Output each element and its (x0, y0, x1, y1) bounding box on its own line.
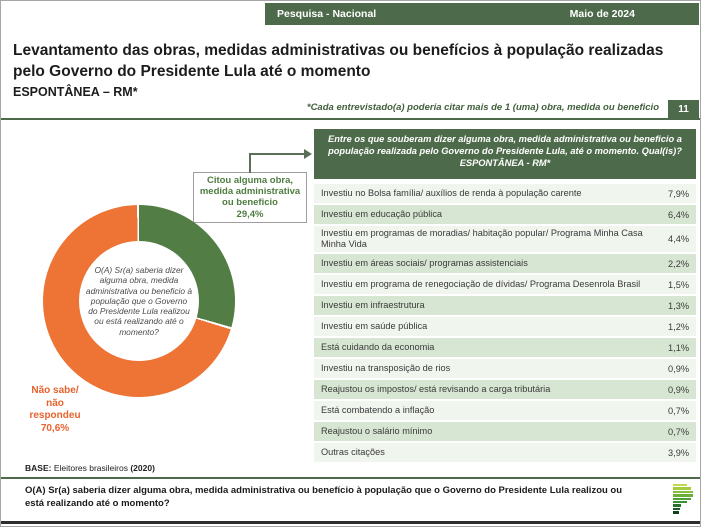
callout-label: Citou alguma obra, medida administrativa… (199, 175, 301, 209)
page-subtitle: ESPONTÂNEA – RM* (13, 84, 138, 99)
base-note-text: Eleitores brasileiros (51, 463, 131, 473)
table-row: Está combatendo a inflação 0,7% (314, 401, 696, 421)
logo-bar (673, 484, 687, 487)
top-divider-line (1, 118, 700, 120)
table-row-value: 1,3% (668, 300, 689, 311)
callout-arrow-vertical (249, 153, 251, 173)
table-row-value: 7,9% (668, 188, 689, 199)
table-row: Reajustou os impostos/ está revisando a … (314, 380, 696, 400)
table-header-subtitle: ESPONTÂNEA - RM* (459, 158, 551, 169)
logo-bar (673, 507, 680, 511)
table-row-label: Está cuidando da economia (321, 342, 435, 353)
table-row: Investiu em educação pública 6,4% (314, 205, 696, 224)
table-row: Reajustou o salário mínimo 0,7% (314, 422, 696, 442)
table-row-label: Investiu em saúde pública (321, 321, 428, 332)
survey-date-label: Maio de 2024 (569, 8, 635, 20)
logo-bar (673, 500, 687, 504)
no-answer-value: 70,6% (40, 422, 70, 434)
table-row-label: Está combatendo a inflação (321, 405, 435, 416)
top-header-bar: Pesquisa - Nacional Maio de 2024 (265, 3, 699, 25)
table-row-label: Investiu na transposição de rios (321, 363, 451, 374)
table-row-value: 3,9% (668, 447, 689, 458)
survey-type-label: Pesquisa - Nacional (277, 8, 377, 20)
table-row: Está cuidando da economia 1,1% (314, 338, 696, 358)
logo-bar (673, 487, 691, 490)
table-row-value: 6,4% (668, 209, 689, 220)
table-row: Investiu em programa de renegociação de … (314, 275, 696, 295)
base-note-year: (2020) (130, 463, 155, 473)
logo-bar (673, 511, 679, 514)
table-row: Investiu em saúde pública 1,2% (314, 317, 696, 337)
table-header: Entre os que souberam dizer alguma obra,… (314, 129, 696, 179)
table-row-value: 1,2% (668, 321, 689, 332)
table-row: Investiu na transposição de rios 0,9% (314, 359, 696, 379)
logo-bar (673, 490, 693, 494)
logo-bar (673, 497, 691, 500)
parana-pesquisas-logo (673, 484, 697, 514)
table-row-value: 0,9% (668, 363, 689, 374)
table-row-label: Investiu no Bolsa família/ auxílios de r… (321, 187, 582, 198)
callout-arrow-horizontal (249, 153, 306, 155)
table-row-label: Investiu em programa de renegociação de … (321, 279, 641, 290)
table-row-label: Investiu em infraestrutura (321, 300, 425, 311)
callout-value: 29,4% (236, 208, 264, 220)
page-title: Levantamento das obras, medidas administ… (13, 42, 664, 80)
table-row-value: 4,4% (668, 234, 689, 245)
slide-bottom-edge (1, 521, 700, 524)
table-row-label: Investiu em áreas sociais/ programas ass… (321, 258, 528, 269)
no-answer-text: Não sabe/ não respondeu (29, 385, 81, 421)
table-row-value: 1,1% (668, 342, 689, 353)
table-row-label: Outras citações (321, 447, 385, 458)
base-note-label: BASE: (25, 463, 52, 473)
callout-arrow-head-icon (304, 149, 312, 159)
footnote: *Cada entrevistado(a) poderia citar mais… (306, 102, 659, 113)
logo-bar (673, 494, 693, 497)
title-block: Levantamento das obras, medidas administ… (13, 41, 677, 99)
table-header-question: Entre os que souberam dizer alguma obra,… (328, 134, 682, 157)
table-row-label: Reajustou os impostos/ está revisando a … (321, 384, 551, 395)
table-row: Investiu em infraestrutura 1,3% (314, 296, 696, 316)
table-row-value: 0,9% (668, 384, 689, 395)
table-row-label: Reajustou o salário mínimo (321, 426, 433, 437)
logo-bar (673, 504, 681, 507)
base-note: BASE: Eleitores brasileiros (2020) (25, 463, 155, 473)
table-row: Investiu em programas de moradias/ habit… (314, 226, 696, 253)
table-row-label: Investiu em programas de moradias/ habit… (321, 228, 643, 250)
table-row-label: Investiu em educação pública (321, 208, 443, 219)
donut-callout-box: Citou alguma obra, medida administrativa… (193, 172, 307, 223)
table-row-value: 1,5% (668, 279, 689, 290)
bottom-divider-line (1, 477, 700, 479)
donut-chart: O(A) Sr(a) saberia dizer alguma obra, me… (43, 205, 235, 397)
table-body: Investiu no Bolsa família/ auxílios de r… (314, 184, 696, 464)
table-row-value: 2,2% (668, 258, 689, 269)
no-answer-label: Não sabe/ não respondeu 70,6% (23, 385, 87, 435)
table-row: Outras citações 3,9% (314, 443, 696, 463)
table-row-value: 0,7% (668, 405, 689, 416)
footer-question: O(A) Sr(a) saberia dizer alguma obra, me… (25, 485, 623, 509)
table-row: Investiu no Bolsa família/ auxílios de r… (314, 184, 696, 203)
table-row-value: 0,7% (668, 426, 689, 437)
page-number-badge: 11 (668, 100, 699, 119)
table-row: Investiu em áreas sociais/ programas ass… (314, 254, 696, 274)
donut-center-question: O(A) Sr(a) saberia dizer alguma obra, me… (79, 241, 199, 361)
